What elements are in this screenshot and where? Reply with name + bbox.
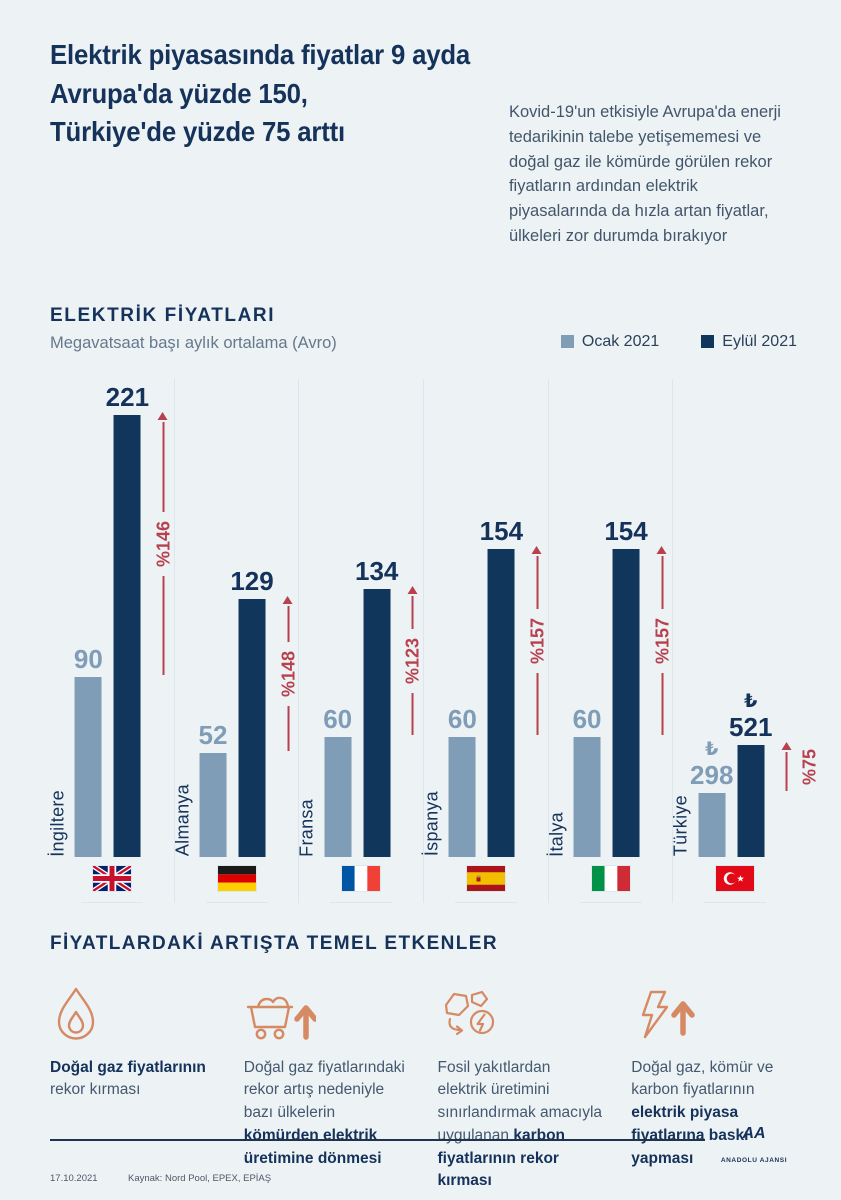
factor-text: Doğal gaz fiyatlarının rekor kırması [50, 1058, 206, 1099]
bar-ocak: ₺ 298 [690, 738, 733, 857]
legend-swatch-eylul [701, 335, 715, 348]
legend-item-eylul: Eylül 2021 [701, 333, 797, 351]
chart-group-italya: İtalya 60 154 %157 [546, 378, 673, 903]
legend-label-eylul: Eylül 2021 [722, 332, 797, 350]
bar-eylul: ₺ 521 [729, 690, 772, 857]
bar-value-ocak: 90 [73, 643, 103, 674]
currency-lira-symbol: ₺ [705, 738, 719, 760]
chart-group-turkiye: Türkiye ₺ 298 ₺ 521 %75 [670, 378, 820, 903]
bar-value-ocak: 298 [690, 759, 734, 790]
increase-arrow: %123 [403, 585, 423, 735]
pct-change-label: %148 [278, 641, 298, 706]
intro-paragraph: Kovid-19'un etkisiyle Avrupa'da enerji t… [508, 103, 781, 245]
factor-text: Doğal gaz fiyatlarındaki rekor artış ned… [243, 1058, 405, 1167]
coal-energy-icon [444, 990, 494, 1035]
country-label: İtalya [546, 811, 567, 857]
bar-chart: İngiltere 90 221 %146 [47, 378, 820, 903]
bar-eylul: 134 [355, 558, 398, 857]
agency-name: ANADOLU AJANSI [720, 1157, 788, 1164]
flag-spain-icon [466, 865, 505, 891]
title-line-3: Türkiye'de yüzde 75 arttı [50, 116, 346, 148]
country-label: İspanya [421, 791, 442, 857]
mine-cart-up-icon [246, 996, 316, 1040]
flag-italy-icon [591, 865, 630, 891]
title-line-2: Avrupa'da yüzde 150, [50, 77, 308, 109]
legend-item-ocak: Ocak 2021 [560, 332, 660, 351]
bar-value-eylul: 521 [729, 711, 773, 742]
flag-turkey-icon [716, 865, 755, 891]
bar-value-eylul: 134 [355, 555, 399, 586]
chart-group-ingiltere: İngiltere 90 221 %146 [47, 379, 174, 903]
bar-value-eylul: 154 [479, 515, 524, 546]
increase-arrow: %75 [779, 741, 820, 791]
chart-group-fransa: Fransa 60 134 %123 [296, 378, 423, 903]
bar-ocak: 60 [572, 706, 602, 857]
bar-value-eylul: 154 [604, 515, 648, 546]
bar-value-ocak: 60 [572, 703, 602, 734]
bar-ocak: 60 [447, 706, 477, 857]
chart-header: ELEKTRİK FİYATLARI Megavatsaat başı aylı… [50, 305, 797, 353]
bar-eylul: 154 [604, 518, 648, 857]
country-label: Almanya [172, 784, 193, 857]
bar-eylul: 129 [230, 568, 274, 857]
flag-france-icon [342, 865, 381, 891]
chart-heading: ELEKTRİK FİYATLARI [50, 304, 276, 326]
pct-change-label: %157 [527, 608, 547, 673]
bar-value-ocak: 60 [323, 703, 353, 734]
pct-change-label: %75 [799, 748, 820, 785]
increase-arrow: %146 [153, 411, 173, 675]
legend-swatch-ocak [560, 335, 574, 348]
increase-arrow: %157 [652, 545, 672, 735]
chart-legend: Ocak 2021 Eylül 2021 [560, 332, 797, 353]
bar-ocak: 60 [323, 706, 353, 857]
flag-uk-icon [92, 865, 131, 891]
bar-ocak: 90 [73, 646, 103, 857]
flag-germany-icon [217, 865, 256, 891]
footer: AA ANADOLU AJANSI 17.10.2021 Kaynak: Nor… [50, 1115, 797, 1184]
lightning-up-icon [642, 990, 695, 1038]
increase-arrow: %157 [527, 545, 547, 735]
bar-value-ocak: 60 [447, 703, 477, 734]
bar-value-eylul: 221 [105, 381, 150, 412]
legend-label-ocak: Ocak 2021 [581, 332, 660, 350]
bar-value-eylul: 129 [230, 565, 274, 596]
bar-eylul: 221 [106, 384, 149, 857]
publish-date: 17.10.2021 [50, 1173, 98, 1184]
currency-lira-symbol: ₺ [744, 690, 758, 712]
factors-heading: FİYATLARDAKİ ARTIŞTA TEMEL ETKENLER [50, 932, 498, 954]
page-title: Elektrik piyasasında fiyatlar 9 ayda Avr… [50, 36, 472, 152]
factors-list: Doğal gaz fiyatlarının rekor kırması Doğ… [50, 981, 797, 1194]
flame-icon [57, 987, 95, 1040]
chart-group-almanya: Almanya 52 129 %148 [172, 378, 299, 903]
pct-change-label: %157 [652, 608, 672, 673]
agency-logo: AA ANADOLU AJANSI [711, 1115, 797, 1164]
bar-ocak: 52 [198, 722, 228, 857]
country-label: İngiltere [47, 789, 68, 857]
bar-eylul: 154 [480, 518, 523, 857]
header: Elektrik piyasasında fiyatlar 9 ayda Avr… [50, 36, 797, 249]
pct-change-label: %146 [153, 511, 173, 576]
country-label: Fransa [296, 798, 317, 857]
chart-subheading: Megavatsaat başı aylık ortalama (Avro) [50, 333, 337, 352]
increase-arrow: %148 [278, 595, 298, 751]
country-label: Türkiye [670, 795, 691, 857]
aa-logo-icon: AA [741, 1125, 765, 1142]
source-note: Kaynak: Nord Pool, EPEX, EPİAŞ [128, 1173, 272, 1184]
svg-text:AA: AA [741, 1125, 765, 1142]
factor-dogal-gaz: Doğal gaz fiyatlarının rekor kırması [50, 981, 216, 1194]
title-line-1: Elektrik piyasasında fiyatlar 9 ayda [50, 39, 471, 70]
pct-change-label: %123 [403, 628, 423, 693]
bar-value-ocak: 52 [198, 719, 228, 750]
chart-group-ispanya: İspanya 60 154 %157 [421, 378, 548, 903]
factor-komur-donus: Doğal gaz fiyatlarındaki rekor artış ned… [244, 981, 410, 1194]
footer-rule [50, 1138, 705, 1141]
